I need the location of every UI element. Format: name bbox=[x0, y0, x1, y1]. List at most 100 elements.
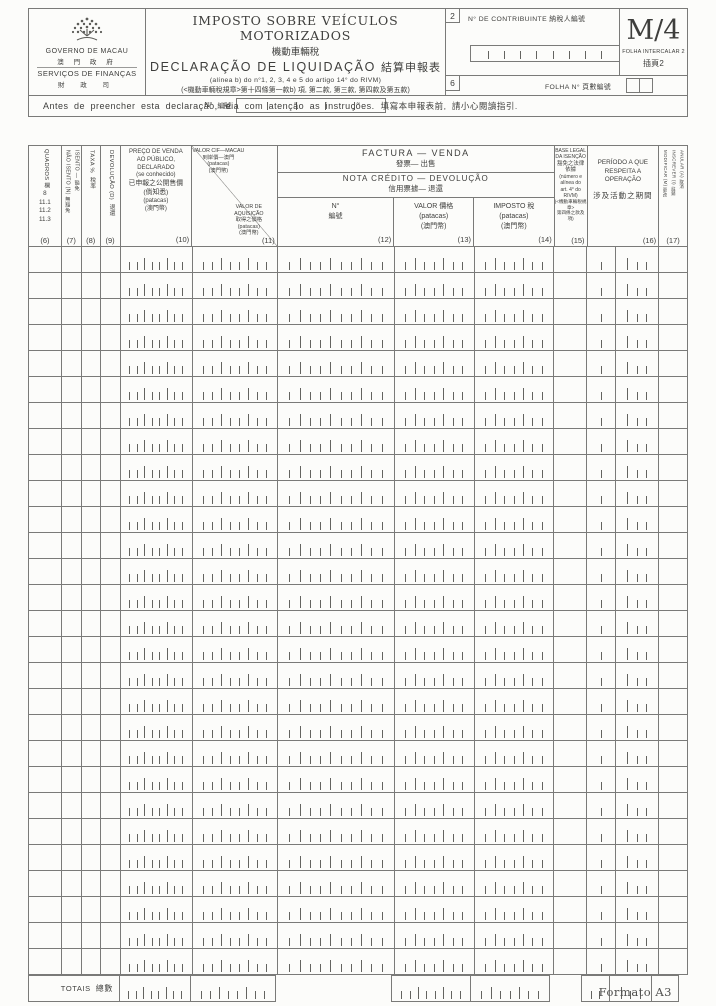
digit-tick-group bbox=[395, 559, 474, 584]
digit-cell-c12 bbox=[278, 325, 395, 350]
column-number-16: (16) bbox=[642, 236, 657, 245]
digit-cell-c16a bbox=[587, 299, 617, 324]
digit-cell-c11 bbox=[193, 299, 279, 324]
digit-tick-group bbox=[395, 819, 474, 844]
table-row bbox=[29, 845, 687, 871]
digit-cell-c15 bbox=[554, 481, 588, 506]
digit-cell-c16b bbox=[616, 429, 660, 454]
digit-tick-group bbox=[475, 611, 554, 636]
digit-tick-group bbox=[193, 533, 278, 558]
digit-tick-group bbox=[587, 585, 615, 610]
digit-cell-c15 bbox=[554, 429, 588, 454]
digit-cell-c8 bbox=[82, 351, 101, 376]
digit-cell-c16b bbox=[616, 403, 660, 428]
column-header-numero: N° 編號 (12) bbox=[278, 198, 395, 246]
digit-tick-group bbox=[475, 273, 554, 298]
form-header: GOVERNO DE MACAU 澳 門 政 府 SERVIÇOS DE FIN… bbox=[28, 8, 688, 113]
digit-cell-c16a bbox=[587, 611, 617, 636]
digit-cell-c16b bbox=[616, 793, 660, 818]
digit-cell-c14 bbox=[475, 689, 555, 714]
digit-tick-group bbox=[587, 325, 615, 350]
digit-cell-c15 bbox=[554, 247, 588, 272]
digit-cell-c6 bbox=[29, 637, 62, 662]
digit-cell-c13 bbox=[395, 403, 475, 428]
digit-cell-c11 bbox=[193, 273, 279, 298]
digit-cell-c8 bbox=[82, 741, 101, 766]
digit-cell-c6 bbox=[29, 923, 62, 948]
digit-tick-group bbox=[278, 949, 394, 974]
form-number-label-pt: N° bbox=[204, 102, 213, 109]
sheet-number-row: 6 FOLHA N° 頁數編號 bbox=[446, 75, 687, 95]
column-number-15: (15) bbox=[571, 235, 585, 245]
form-number-entry-box bbox=[236, 98, 387, 113]
digit-tick-group bbox=[193, 351, 278, 376]
digit-cell-c15 bbox=[554, 949, 588, 974]
digit-tick-group bbox=[475, 871, 554, 896]
totals-cell-c14 bbox=[470, 975, 550, 1002]
digit-cell-c10 bbox=[121, 871, 193, 896]
digit-cell-c7 bbox=[62, 299, 82, 324]
digit-cell-c8 bbox=[82, 325, 101, 350]
digit-cell-c13 bbox=[395, 767, 475, 792]
digit-cell-c14 bbox=[475, 533, 555, 558]
m4-declaration-form: GOVERNO DE MACAU 澳 門 政 府 SERVIÇOS DE FIN… bbox=[28, 8, 688, 1002]
digit-cell-c14 bbox=[475, 429, 555, 454]
digit-tick-group bbox=[193, 455, 278, 480]
digit-cell-c16b bbox=[616, 949, 660, 974]
digit-tick-group bbox=[395, 637, 474, 662]
digit-cell-c9 bbox=[101, 767, 121, 792]
digit-tick-group bbox=[587, 637, 615, 662]
digit-tick-group bbox=[395, 663, 474, 688]
digit-cell-c17 bbox=[659, 871, 687, 896]
digit-cell-c16a bbox=[587, 949, 617, 974]
department-name-pt: SERVIÇOS DE FINANÇAS bbox=[37, 67, 137, 78]
digit-tick-group bbox=[193, 325, 278, 350]
digit-cell-c11 bbox=[193, 689, 279, 714]
digit-cell-c9 bbox=[101, 923, 121, 948]
factura-venda-pt: FACTURA — VENDA bbox=[361, 148, 470, 158]
digit-tick-group bbox=[278, 299, 394, 324]
digit-tick-group bbox=[616, 273, 658, 298]
digit-tick-group bbox=[193, 923, 278, 948]
totals-label-cell: TOTAIS 總數 bbox=[28, 975, 120, 1002]
digit-tick-group bbox=[587, 949, 615, 974]
digit-cell-c12 bbox=[278, 741, 395, 766]
imposto-currency: (patacas) (澳門幣) bbox=[499, 212, 529, 230]
digit-tick-group bbox=[616, 689, 658, 714]
digit-tick-group bbox=[395, 533, 474, 558]
digit-tick-group bbox=[616, 871, 658, 896]
digit-cell-c16b bbox=[616, 663, 660, 688]
digit-cell-c15 bbox=[554, 871, 588, 896]
sheet-number-cell bbox=[639, 78, 654, 93]
digit-cell-c7 bbox=[62, 637, 82, 662]
column-group-factura: FACTURA — VENDA 發票— 出售 NOTA CRÉDITO — DE… bbox=[277, 146, 555, 246]
digit-cell-c16b bbox=[616, 507, 660, 532]
digit-tick-group bbox=[278, 767, 394, 792]
digit-tick-group bbox=[587, 819, 615, 844]
digit-cell-c9 bbox=[101, 845, 121, 870]
digit-cell-c11 bbox=[193, 403, 279, 428]
digit-tick-group bbox=[475, 923, 554, 948]
digit-tick-group bbox=[395, 897, 474, 922]
digit-cell-c10 bbox=[121, 741, 193, 766]
digit-cell-c10 bbox=[121, 325, 193, 350]
digit-cell-c17 bbox=[659, 585, 687, 610]
imposto-title: IMPOSTO 稅 bbox=[493, 203, 535, 210]
digit-cell-c12 bbox=[278, 455, 395, 480]
digit-tick-group bbox=[278, 507, 394, 532]
digit-tick-group bbox=[395, 351, 474, 376]
digit-cell-c7 bbox=[62, 403, 82, 428]
digit-cell-c16b bbox=[616, 533, 660, 558]
digit-tick-group bbox=[278, 845, 394, 870]
digit-cell-c9 bbox=[101, 559, 121, 584]
table-row bbox=[29, 507, 687, 533]
digit-cell-c10 bbox=[121, 949, 193, 974]
digit-cell-c10 bbox=[121, 559, 193, 584]
digit-tick-group bbox=[193, 299, 278, 324]
digit-cell-c12 bbox=[278, 481, 395, 506]
digit-tick-group bbox=[395, 923, 474, 948]
digit-cell-c17 bbox=[659, 247, 687, 272]
digit-tick-group bbox=[120, 976, 190, 1001]
digit-cell-c11 bbox=[193, 325, 279, 350]
digit-tick-group bbox=[278, 585, 394, 610]
